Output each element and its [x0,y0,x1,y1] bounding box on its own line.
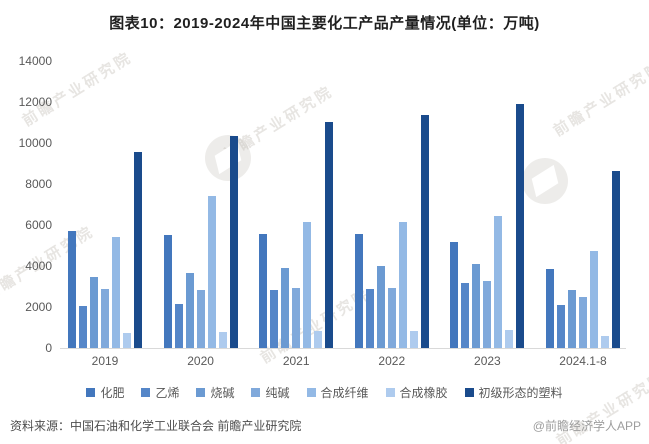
chart-title: 图表10：2019-2024年中国主要化工产品产量情况(单位：万吨) [109,15,540,32]
x-axis-label: 2021 [282,354,310,368]
plot-area: 2019 2020 2021 2022 2023 2024.1-8 [60,61,626,368]
x-axis: 2019 2020 2021 2022 2023 2024.1-8 [60,354,626,368]
bar-group-2019 [68,152,142,348]
legend-swatch-icon [385,388,395,397]
x-axis-label: 2024.1-8 [559,354,607,368]
bar-group-2022 [354,115,429,348]
bar-caustic-soda [376,266,385,348]
bar-synthetic-fiber [494,216,503,348]
bar-synthetic-fiber [112,237,120,348]
bar-synthetic-fiber [398,222,407,348]
source-note: 资料来源：中国石油和化学工业联合会 前瞻产业研究院 [10,419,302,433]
bar-caustic-soda [90,277,98,348]
bar-soda-ash [483,281,492,348]
bar-ethylene [174,304,183,348]
legend-item-caustic-soda: 烧碱 [196,384,234,401]
bar-primary-form-plastic [134,152,142,348]
x-axis-label: 2019 [91,354,119,368]
bar-synthetic-rubber [218,332,227,348]
legend-item-fertilizer: 化肥 [86,384,124,401]
legend-item-synthetic-rubber: 合成橡胶 [385,384,448,401]
bar-caustic-soda [281,268,290,348]
bar-fertilizer [545,269,554,348]
legend-item-primary-form-plastic: 初级形态的塑料 [464,384,563,401]
bar-primary-form-plastic [611,171,620,348]
bar-ethylene [461,283,470,348]
legend-swatch-icon [464,388,474,397]
bar-synthetic-fiber [589,251,598,348]
legend-swatch-icon [306,388,316,397]
bar-fertilizer [68,231,76,348]
legend-item-synthetic-fiber: 合成纤维 [306,384,369,401]
bar-synthetic-fiber [303,222,312,348]
legend-item-soda-ash: 纯碱 [251,384,290,401]
bar-synthetic-rubber [505,330,514,348]
y-tick-label: 14000 [18,54,52,68]
credit-note: @前瞻经济学人APP [532,419,641,433]
y-tick-label: 10000 [18,136,52,150]
bar-synthetic-rubber [409,331,418,348]
bar-fertilizer [450,242,459,348]
bar-caustic-soda [185,273,194,348]
y-tick-label: 2000 [25,300,52,314]
legend-swatch-icon [141,388,151,397]
legend-swatch-icon [86,388,96,397]
bar-caustic-soda [567,290,576,348]
bar-fertilizer [354,234,363,348]
bar-soda-ash [387,288,396,348]
y-tick-label: 8000 [25,177,52,191]
legend-label: 烧碱 [210,386,235,400]
y-tick-label: 0 [45,341,52,355]
bar-group-2023 [450,104,525,348]
x-axis-label: 2020 [187,354,214,368]
bar-synthetic-rubber [314,331,323,348]
bar-primary-form-plastic [325,122,334,348]
y-tick-label: 6000 [25,218,52,232]
legend-label: 乙烯 [155,386,180,400]
legend-item-ethylene: 乙烯 [141,384,179,401]
bars-area [60,61,626,349]
legend-label: 初级形态的塑料 [478,386,563,400]
legend-swatch-icon [196,388,206,397]
bar-ethylene [365,289,374,348]
bar-synthetic-rubber [600,336,609,348]
bar-soda-ash [578,297,587,348]
legend-label: 纯碱 [265,386,290,400]
footer: 资料来源：中国石油和化学工业联合会 前瞻产业研究院 @前瞻经济学人APP [10,417,641,434]
x-axis-label: 2022 [378,354,406,368]
legend-label: 化肥 [100,386,125,400]
y-tick-label: 12000 [18,95,52,109]
legend-swatch-icon [251,388,261,397]
bar-fertilizer [163,235,172,348]
bar-synthetic-fiber [207,196,216,348]
y-tick-label: 4000 [25,259,52,273]
bar-soda-ash [196,290,205,348]
x-axis-label: 2023 [474,354,501,368]
bar-primary-form-plastic [516,104,525,348]
bar-caustic-soda [472,264,481,348]
bar-group-2024.1-8 [545,171,620,348]
bar-primary-form-plastic [229,136,238,348]
bar-soda-ash [101,289,109,348]
bar-ethylene [556,305,565,348]
bar-fertilizer [259,234,268,348]
legend: 化肥 乙烯 烧碱 纯碱 合成纤维 合成橡胶 初级形态的塑料 [0,384,649,401]
bar-primary-form-plastic [420,115,429,348]
bar-group-2020 [163,136,238,348]
bar-ethylene [270,290,279,348]
bar-synthetic-rubber [123,333,131,348]
legend-label: 合成纤维 [320,386,369,400]
bar-soda-ash [292,288,301,348]
legend-label: 合成橡胶 [399,386,448,400]
bar-ethylene [79,306,87,348]
bar-group-2021 [259,122,334,348]
